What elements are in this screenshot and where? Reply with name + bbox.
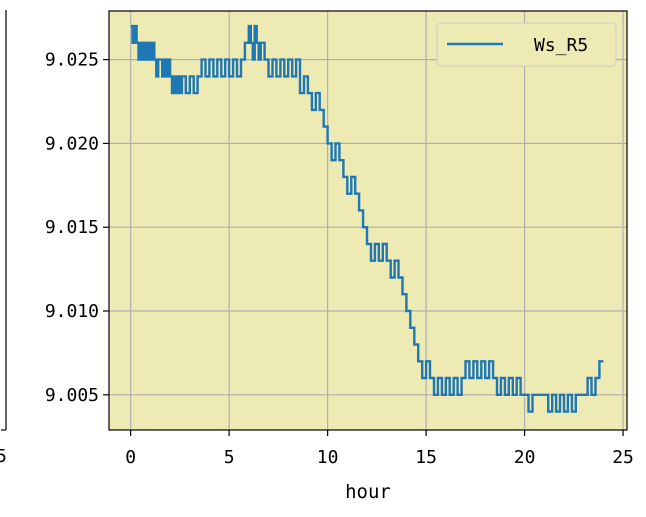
- y-axis: 9.005 9.010 9.015 9.020 9.025: [45, 50, 109, 406]
- plot-area-background: [109, 11, 627, 430]
- legend-box: [436, 22, 617, 67]
- y-tick-label: 9.015: [45, 217, 99, 238]
- legend: Ws_R5: [436, 22, 617, 67]
- y-tick-label: 9.020: [45, 133, 99, 154]
- x-tick-label: 10: [317, 447, 339, 468]
- x-tick-label: 25: [612, 447, 634, 468]
- left-panel-remnant: 5: [0, 10, 7, 467]
- x-tick-label: 15: [415, 447, 437, 468]
- plot-area-frame: [108, 10, 628, 431]
- series-group: [130, 24, 604, 413]
- left-panel-x-tick-label: 5: [0, 446, 7, 467]
- x-tick-label: 20: [514, 447, 536, 468]
- x-tick-label: 0: [125, 447, 136, 468]
- legend-label-ws-r5: Ws_R5: [534, 35, 588, 56]
- y-tick-label: 9.010: [45, 301, 99, 322]
- x-axis-label: hour: [345, 481, 391, 503]
- x-tick-label: 5: [224, 447, 235, 468]
- y-tick-label: 9.025: [45, 50, 99, 71]
- y-tick-label: 9.005: [45, 385, 99, 406]
- x-axis: 0 5 10 15 20 25: [125, 430, 634, 468]
- series-line-ws-r5: [130, 24, 604, 413]
